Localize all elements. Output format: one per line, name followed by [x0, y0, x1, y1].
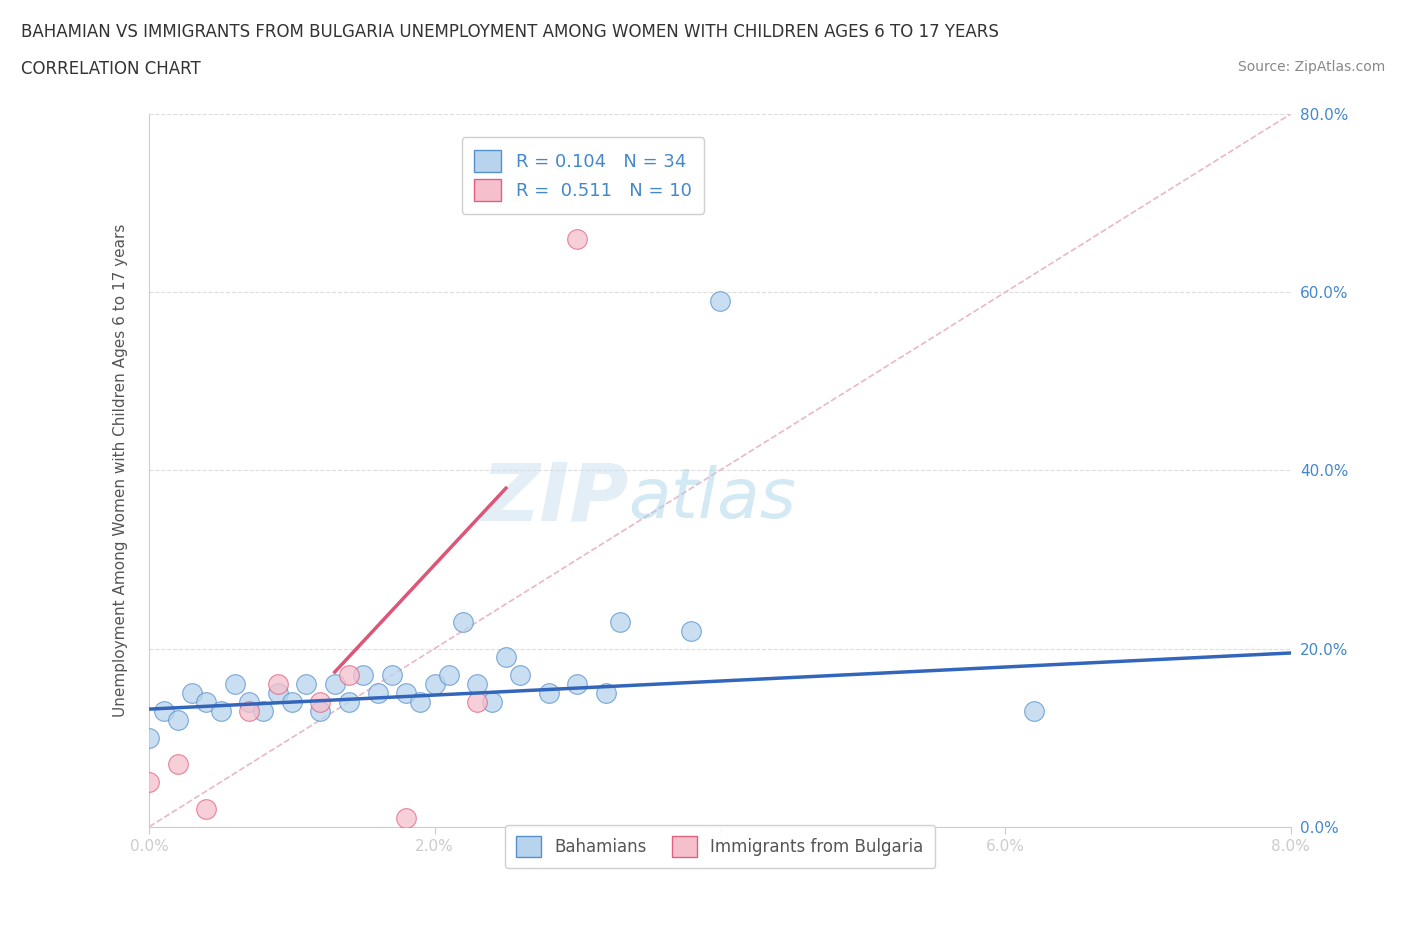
Point [367, 685, 389, 700]
Point [281, 695, 304, 710]
Point [337, 668, 360, 683]
Point [238, 695, 260, 710]
Point [195, 802, 218, 817]
Point [709, 294, 731, 309]
Point [681, 623, 703, 638]
Text: atlas: atlas [628, 465, 797, 532]
Point [381, 668, 404, 683]
Point [238, 703, 260, 718]
Point [495, 650, 517, 665]
Point [252, 703, 274, 718]
Point [467, 677, 489, 692]
Point [567, 232, 589, 246]
Legend: Bahamians, Immigrants from Bulgaria: Bahamians, Immigrants from Bulgaria [505, 825, 935, 869]
Point [451, 615, 474, 630]
Point [195, 695, 218, 710]
Point [337, 695, 360, 710]
Text: ZIP: ZIP [481, 459, 628, 538]
Y-axis label: Unemployment Among Women with Children Ages 6 to 17 years: Unemployment Among Women with Children A… [114, 224, 128, 717]
Point [181, 685, 204, 700]
Text: BAHAMIAN VS IMMIGRANTS FROM BULGARIA UNEMPLOYMENT AMONG WOMEN WITH CHILDREN AGES: BAHAMIAN VS IMMIGRANTS FROM BULGARIA UNE… [21, 23, 1000, 41]
Point [395, 685, 418, 700]
Point [437, 668, 460, 683]
Point [467, 695, 489, 710]
Point [152, 703, 174, 718]
Point [481, 695, 503, 710]
Point [395, 810, 418, 825]
Point [266, 677, 288, 692]
Point [166, 712, 188, 727]
Point [309, 703, 332, 718]
Text: CORRELATION CHART: CORRELATION CHART [21, 60, 201, 78]
Point [352, 668, 374, 683]
Point [138, 730, 160, 745]
Point [509, 668, 531, 683]
Point [209, 703, 232, 718]
Point [138, 775, 160, 790]
Point [595, 685, 617, 700]
Point [295, 677, 318, 692]
Point [567, 677, 589, 692]
Point [609, 615, 631, 630]
Point [309, 695, 332, 710]
Point [409, 695, 432, 710]
Point [537, 685, 560, 700]
Point [266, 685, 288, 700]
Point [166, 757, 188, 772]
Text: Source: ZipAtlas.com: Source: ZipAtlas.com [1237, 60, 1385, 74]
Point [224, 677, 246, 692]
Point [323, 677, 346, 692]
Point [1022, 703, 1045, 718]
Point [423, 677, 446, 692]
